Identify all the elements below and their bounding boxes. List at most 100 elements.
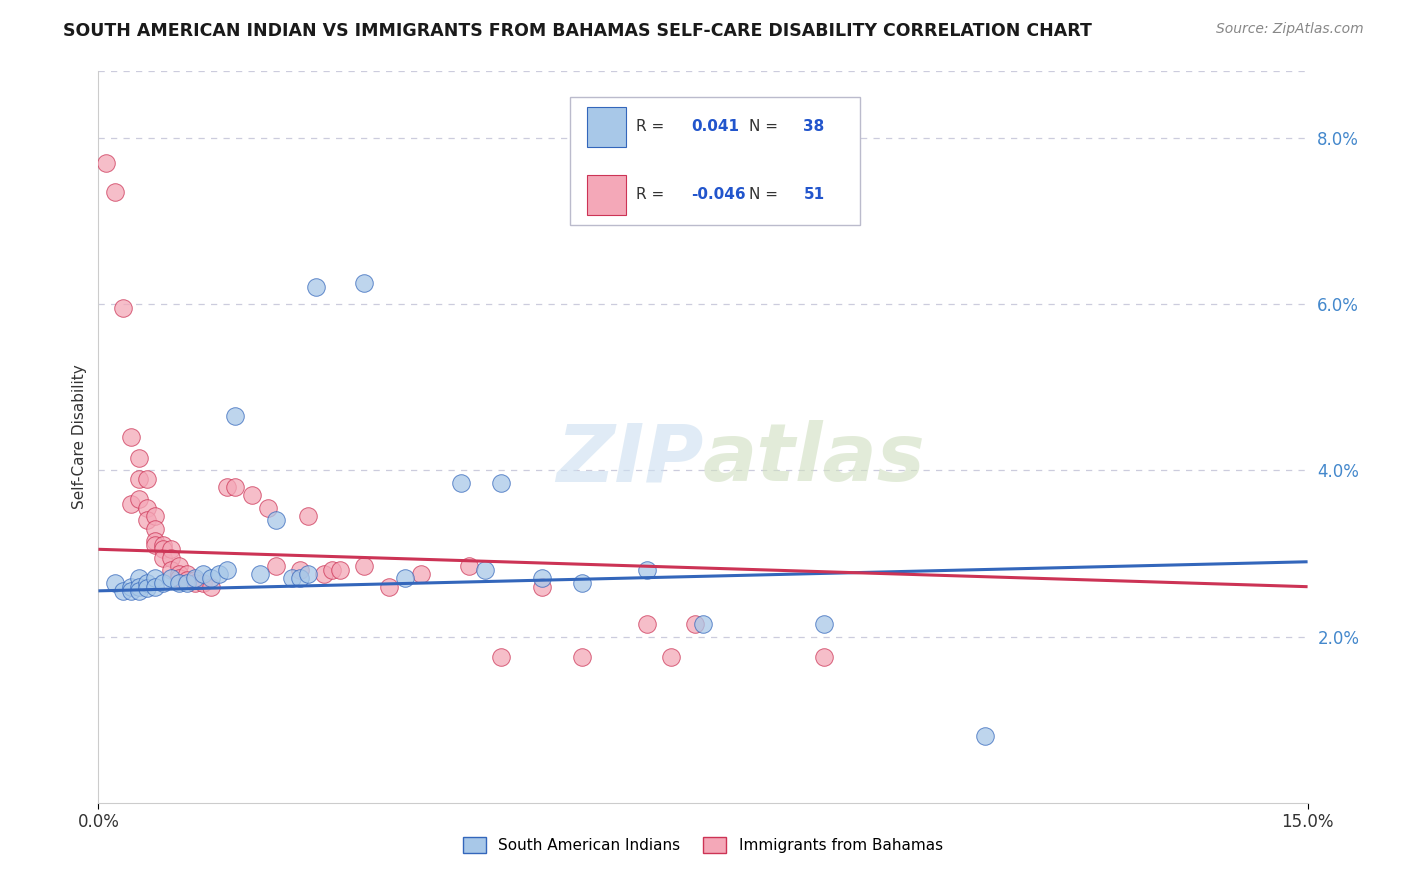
Point — [135, 472, 157, 486]
Point — [143, 533, 166, 548]
Point — [692, 617, 714, 632]
Point — [128, 583, 150, 598]
Point — [143, 521, 166, 535]
Point — [530, 571, 553, 585]
Point — [813, 650, 835, 665]
Point — [474, 563, 496, 577]
Point — [143, 571, 166, 585]
Y-axis label: Self-Care Disability: Self-Care Disability — [72, 365, 87, 509]
Point — [152, 538, 174, 552]
Point — [450, 475, 472, 490]
Point — [184, 571, 207, 585]
Point — [184, 575, 207, 590]
Point — [143, 538, 166, 552]
Point — [297, 567, 319, 582]
Point — [120, 583, 142, 598]
Point — [111, 301, 134, 316]
Point — [128, 571, 150, 585]
Point — [160, 571, 183, 585]
Text: 0.041: 0.041 — [690, 120, 740, 135]
Point — [167, 558, 190, 573]
Point — [176, 573, 198, 587]
Text: N =: N = — [749, 120, 783, 135]
Point — [297, 509, 319, 524]
Point — [135, 575, 157, 590]
Point — [120, 497, 142, 511]
Point — [167, 575, 190, 590]
Point — [377, 580, 399, 594]
Text: 38: 38 — [803, 120, 824, 135]
Point — [135, 582, 157, 596]
Point — [571, 575, 593, 590]
FancyBboxPatch shape — [569, 97, 860, 225]
Point — [128, 580, 150, 594]
Point — [184, 573, 207, 587]
Point — [167, 567, 190, 582]
Point — [491, 650, 513, 665]
Point — [152, 575, 174, 590]
Text: SOUTH AMERICAN INDIAN VS IMMIGRANTS FROM BAHAMAS SELF-CARE DISABILITY CORRELATIO: SOUTH AMERICAN INDIAN VS IMMIGRANTS FROM… — [63, 22, 1092, 40]
Point — [353, 277, 375, 291]
Point — [394, 571, 416, 585]
Point — [111, 583, 134, 598]
Point — [353, 558, 375, 573]
Point — [135, 513, 157, 527]
Point — [636, 563, 658, 577]
Point — [103, 575, 125, 590]
Point — [143, 509, 166, 524]
Point — [103, 185, 125, 199]
Point — [217, 563, 239, 577]
Point — [167, 571, 190, 585]
Point — [256, 500, 278, 515]
Point — [458, 558, 481, 573]
Point — [409, 567, 432, 582]
Point — [96, 155, 118, 169]
Point — [152, 542, 174, 557]
Point — [249, 567, 271, 582]
Point — [200, 580, 222, 594]
Point — [176, 567, 198, 582]
Point — [288, 571, 311, 585]
Text: N =: N = — [749, 187, 783, 202]
Point — [208, 567, 231, 582]
Point — [813, 617, 835, 632]
Point — [491, 475, 513, 490]
Point — [128, 492, 150, 507]
Point — [128, 450, 150, 465]
Point — [264, 558, 287, 573]
Point — [571, 650, 593, 665]
Point — [659, 650, 682, 665]
Point — [143, 580, 166, 594]
Point — [193, 567, 215, 582]
Point — [240, 488, 263, 502]
Text: 51: 51 — [803, 187, 824, 202]
Point — [530, 580, 553, 594]
Point — [974, 729, 997, 743]
Point — [321, 563, 343, 577]
Text: atlas: atlas — [703, 420, 925, 498]
Text: R =: R = — [637, 120, 669, 135]
Legend: South American Indians, Immigrants from Bahamas: South American Indians, Immigrants from … — [456, 830, 950, 861]
Text: ZIP: ZIP — [555, 420, 703, 498]
Text: -0.046: -0.046 — [690, 187, 745, 202]
Point — [120, 580, 142, 594]
Text: Source: ZipAtlas.com: Source: ZipAtlas.com — [1216, 22, 1364, 37]
Point — [176, 575, 198, 590]
Point — [305, 280, 328, 294]
Point — [281, 571, 304, 585]
Point — [264, 513, 287, 527]
Point — [160, 542, 183, 557]
Point — [160, 550, 183, 565]
Point — [200, 571, 222, 585]
Point — [288, 563, 311, 577]
Point — [193, 575, 215, 590]
Point — [224, 480, 246, 494]
Point — [329, 563, 352, 577]
Point — [120, 430, 142, 444]
Point — [217, 480, 239, 494]
Text: R =: R = — [637, 187, 669, 202]
Point — [314, 567, 336, 582]
Point — [683, 617, 706, 632]
Point — [160, 563, 183, 577]
Point — [224, 409, 246, 424]
